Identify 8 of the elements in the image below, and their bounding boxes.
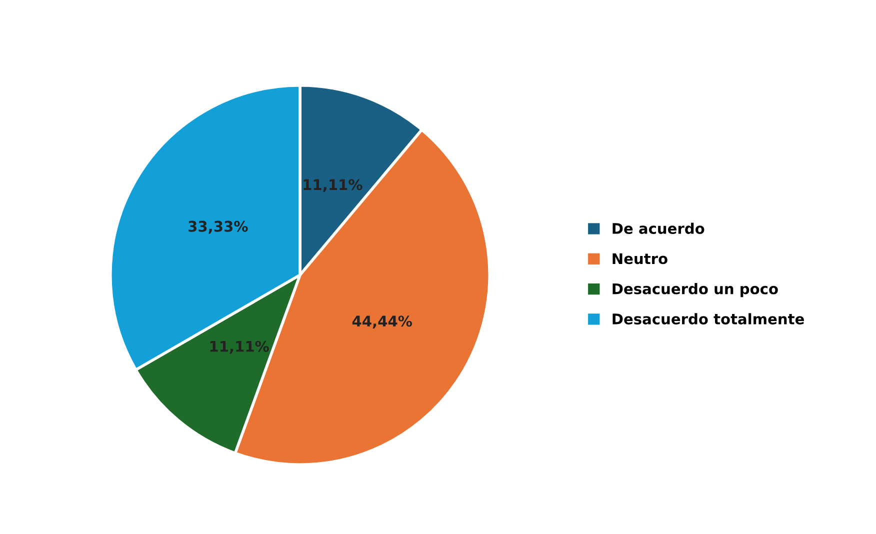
data-label: 11,11%	[304, 179, 362, 192]
legend-label: De acuerdo	[612, 222, 704, 234]
legend-label: Neutro	[612, 253, 668, 264]
data-label: 44,44%	[352, 316, 412, 328]
data-label: 33,33%	[188, 220, 248, 234]
data-label: 11,11%	[210, 340, 269, 354]
legend-label: Desacuerdo un poco	[612, 283, 778, 298]
legend-label: Desacuerdo totalmente	[612, 313, 804, 324]
